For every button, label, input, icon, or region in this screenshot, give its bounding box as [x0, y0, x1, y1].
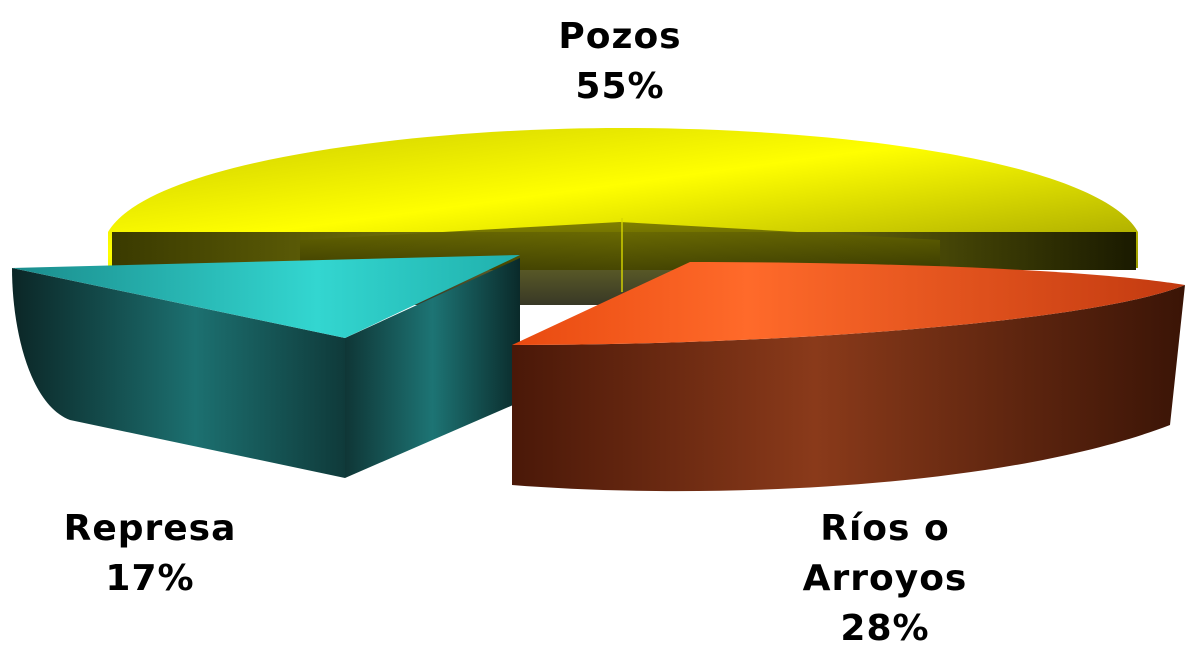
slice-rios: [512, 262, 1185, 492]
slice-represa-front: [345, 258, 520, 478]
label-pozos-percent: 55%: [575, 66, 665, 107]
label-pozos: Pozos 55%: [520, 12, 720, 112]
slice-rios-top: [512, 262, 1185, 345]
label-rios-line2: Arroyos: [802, 558, 968, 599]
slice-rios-side: [512, 285, 1185, 492]
slice-pozos: [108, 128, 1138, 305]
label-rios-percent: 28%: [840, 608, 930, 648]
label-pozos-name: Pozos: [558, 16, 682, 57]
label-represa-name: Represa: [63, 508, 237, 549]
label-represa-percent: 17%: [105, 558, 195, 599]
slice-represa: [12, 255, 520, 478]
label-rios: Ríos o Arroyos 28%: [760, 504, 1010, 648]
slice-represa-top: [12, 255, 520, 338]
label-rios-line1: Ríos o: [820, 508, 950, 549]
label-represa: Represa 17%: [40, 504, 260, 604]
